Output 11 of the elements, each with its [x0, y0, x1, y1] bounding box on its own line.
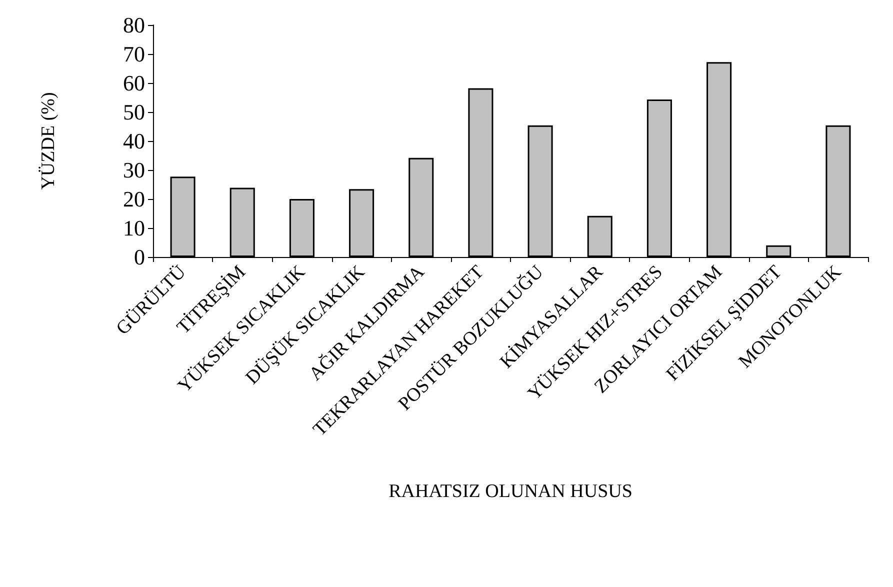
- y-tick-label: 0: [134, 244, 145, 270]
- y-tick-label: 10: [123, 216, 145, 240]
- y-tick-label: 80: [123, 12, 145, 38]
- y-tick-label: 20: [123, 186, 145, 212]
- y-tick-label: 50: [123, 100, 145, 124]
- y-axis-title: YÜZDE (%): [38, 92, 59, 190]
- y-tick-label: 40: [123, 128, 145, 154]
- y-tick-label: 70: [123, 42, 145, 66]
- y-tick-label: 30: [123, 158, 145, 182]
- y-tick-label: 60: [123, 70, 145, 96]
- x-axis-title: RAHATSIZ OLUNAN HUSUS: [388, 481, 632, 502]
